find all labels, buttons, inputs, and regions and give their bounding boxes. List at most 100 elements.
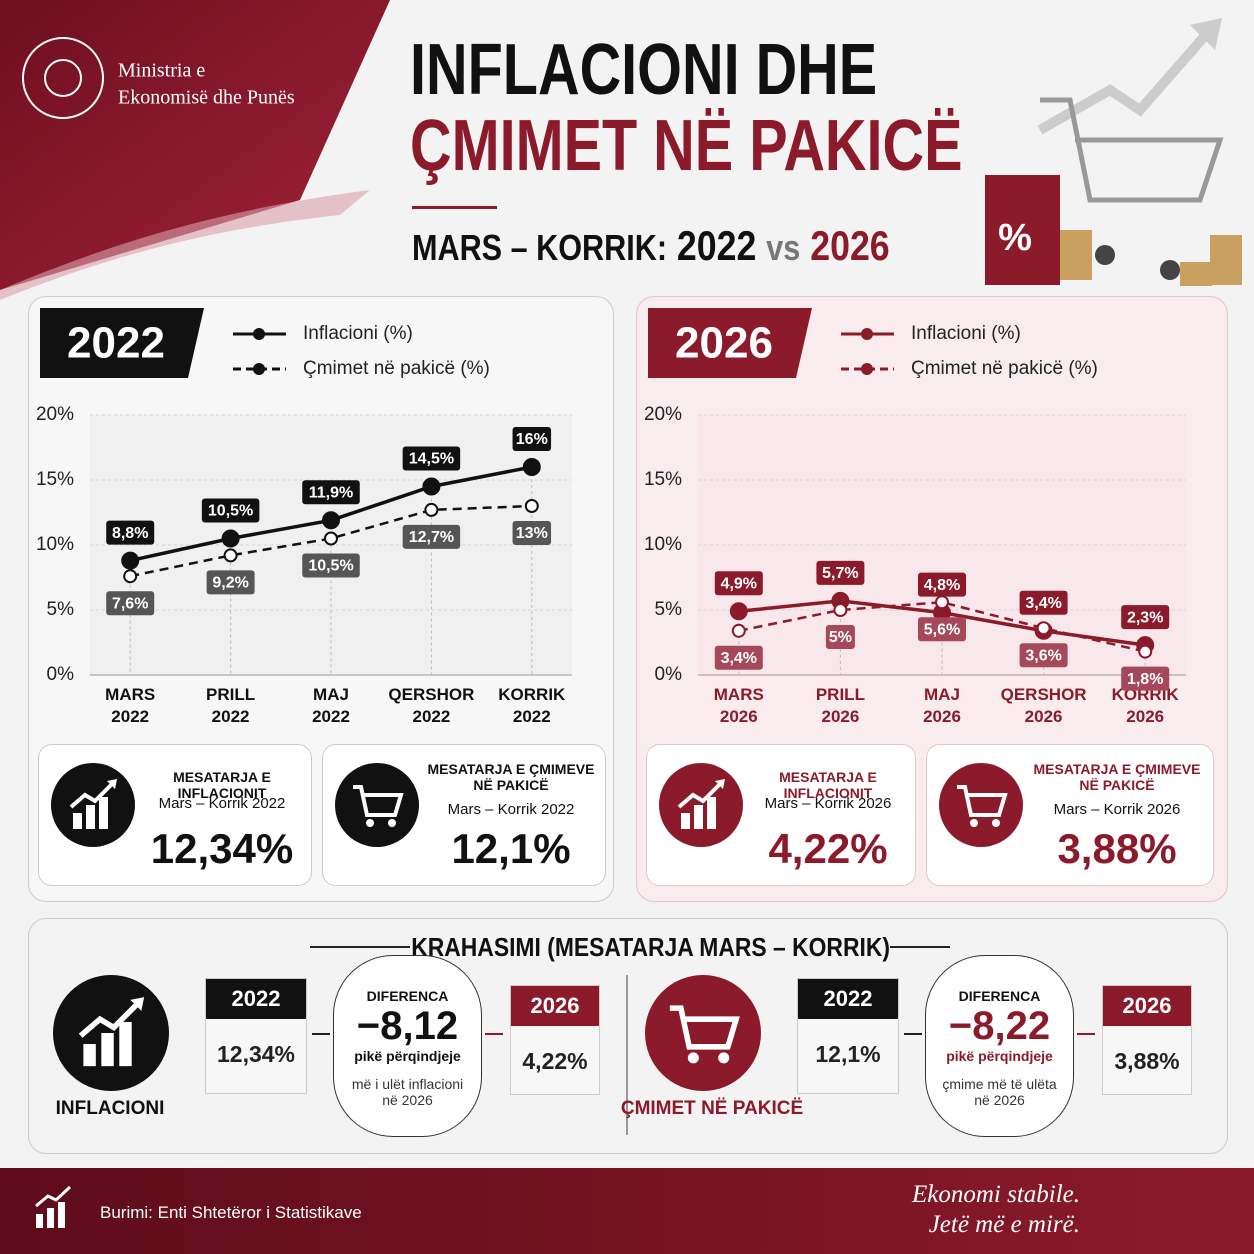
card-period: Mars – Korrik 2026	[1053, 801, 1181, 818]
point	[221, 529, 240, 548]
trend-arrow	[1037, 26, 1214, 135]
value-label-bg	[302, 480, 360, 505]
y-tick-label: 5%	[47, 599, 75, 620]
y-tick-label: 0%	[655, 664, 683, 685]
year-box-header: 2022	[206, 979, 306, 1019]
value-label: 7,6%	[112, 595, 148, 612]
arrow	[904, 1033, 922, 1035]
card-title: MESATARJA E INFLACIONIT	[173, 769, 271, 801]
coins	[1060, 230, 1092, 280]
coins	[1210, 235, 1242, 285]
diff-note: më i ulët inflacioni në 2026	[351, 1076, 464, 1108]
summary-card: MESATARJA E INFLACIONIT Mars – Korrik 202…	[646, 744, 916, 886]
emblem-inner	[44, 59, 82, 97]
divider	[626, 975, 628, 1135]
slogan-line: Jetë më e mirë.	[928, 1211, 1080, 1238]
value-label-bg	[106, 591, 155, 616]
year-box-value: 12,1%	[815, 1041, 881, 1067]
ministry-line: Ekonomisë dhe Punës	[118, 87, 295, 109]
value-label-bg	[918, 572, 966, 597]
chart: 2022 Inflacioni (%) Çmimet në pakicë (%) 0%…	[36, 308, 572, 726]
x-tick-label: MARS 2022	[105, 685, 155, 726]
value-label-bg	[206, 570, 255, 595]
legend-label: Çmimet në pakicë (%)	[303, 358, 490, 379]
x-tick-label: KORRIK 2022	[498, 685, 566, 726]
year-box: 2022 12,1%	[797, 978, 899, 1094]
cart-wheel	[1095, 245, 1115, 265]
diff-unit: pikë përqindjeje	[354, 1048, 461, 1064]
x-tick-label: KORRIK 2026	[1112, 685, 1180, 726]
chart: 2026 Inflacioni (%) Çmimet në pakicë (%) 0%…	[644, 308, 1186, 726]
subtitle-year: 2026	[810, 222, 890, 269]
value-label: 5,6%	[924, 621, 960, 638]
title-badge	[40, 308, 204, 378]
arrow-head	[1190, 18, 1222, 50]
legend-label: Inflacioni (%)	[303, 323, 413, 344]
difference-pill: DIFERENCA −8,12 pikë përqindjeje më i ulët …	[333, 955, 482, 1137]
point	[522, 458, 541, 476]
y-tick-label: 15%	[36, 469, 74, 490]
year-box-value: 4,22%	[522, 1048, 588, 1074]
value-label: 4,8%	[924, 577, 960, 594]
cart-icon	[335, 763, 419, 847]
value-label: 4,9%	[721, 576, 757, 593]
series-line	[129, 504, 532, 578]
chart-title: 2026	[675, 319, 773, 368]
value-label: 9,2%	[212, 575, 248, 592]
subtitle: MARS – KORRIK: 2022 vs 2026	[412, 222, 890, 270]
value-label: 8,8%	[112, 525, 148, 542]
value-label-bg	[201, 498, 260, 523]
value-label: 3,4%	[721, 650, 757, 667]
x-tick-label: MAJ 2026	[923, 685, 961, 726]
value-label: 5,7%	[822, 565, 858, 582]
title: INFLACIONI DHE ÇMIMET NË PAKICË	[410, 32, 963, 184]
value-label-bg	[1121, 666, 1170, 691]
value-label-bg	[714, 571, 763, 596]
value-label-bg	[918, 617, 966, 642]
subtitle-period: MARS – KORRIK:	[412, 227, 668, 268]
title-rule	[412, 206, 497, 209]
value-label: 12,7%	[409, 529, 454, 546]
card-value: 3,88%	[1057, 825, 1177, 872]
year-box-value: 3,88%	[1114, 1048, 1180, 1074]
value-label: 10,5%	[208, 503, 253, 520]
year-box-header: 2026	[1103, 986, 1191, 1026]
point	[322, 511, 340, 530]
year-box-header: 2022	[798, 979, 898, 1019]
diff-title: DIFERENCA	[366, 988, 449, 1004]
title-line: ÇMIMET NË PAKICË	[410, 106, 963, 186]
ministry-line: Ministria e	[118, 60, 205, 82]
legend-label: Inflacioni (%)	[911, 323, 1021, 344]
year-box: 2026 4,22%	[510, 985, 600, 1095]
y-tick-label: 5%	[655, 599, 683, 620]
value-label-bg	[302, 553, 360, 578]
value-label-bg	[1121, 605, 1170, 630]
legend-marker	[861, 328, 873, 340]
chart-title: 2022	[67, 319, 165, 368]
slogan-line: Ekonomi stabile.	[911, 1181, 1080, 1208]
y-tick-label: 20%	[644, 404, 682, 425]
summary-card: MESATARJA E ÇMIMEVE NË PAKICË Mars – Korr…	[322, 744, 606, 886]
series-line	[738, 600, 1146, 653]
header-wave	[0, 190, 370, 300]
y-tick-label: 0%	[47, 664, 75, 685]
diff-value: −8,22	[948, 1004, 1051, 1048]
value-label-bg	[816, 560, 865, 585]
value-label-bg	[1019, 590, 1068, 615]
point	[524, 499, 539, 513]
year-box: 2022 12,34%	[205, 978, 307, 1094]
group-label: ÇMIMET NË PAKICË	[620, 1098, 804, 1119]
header-shape	[0, 0, 390, 290]
value-label: 3,6%	[1025, 647, 1061, 664]
value-label-bg	[512, 521, 552, 545]
diff-value: −8,12	[356, 1004, 459, 1048]
value-label-bg	[106, 520, 155, 545]
value-label-bg	[714, 645, 763, 670]
arrow	[485, 1033, 503, 1035]
value-label: 10,5%	[308, 558, 353, 575]
y-tick-label: 10%	[644, 534, 682, 555]
value-label: 2,3%	[1127, 609, 1163, 626]
difference-pill: DIFERENCA −8,22 pikë përqindjeje çmime më t…	[925, 955, 1074, 1137]
footer	[0, 1168, 1254, 1254]
